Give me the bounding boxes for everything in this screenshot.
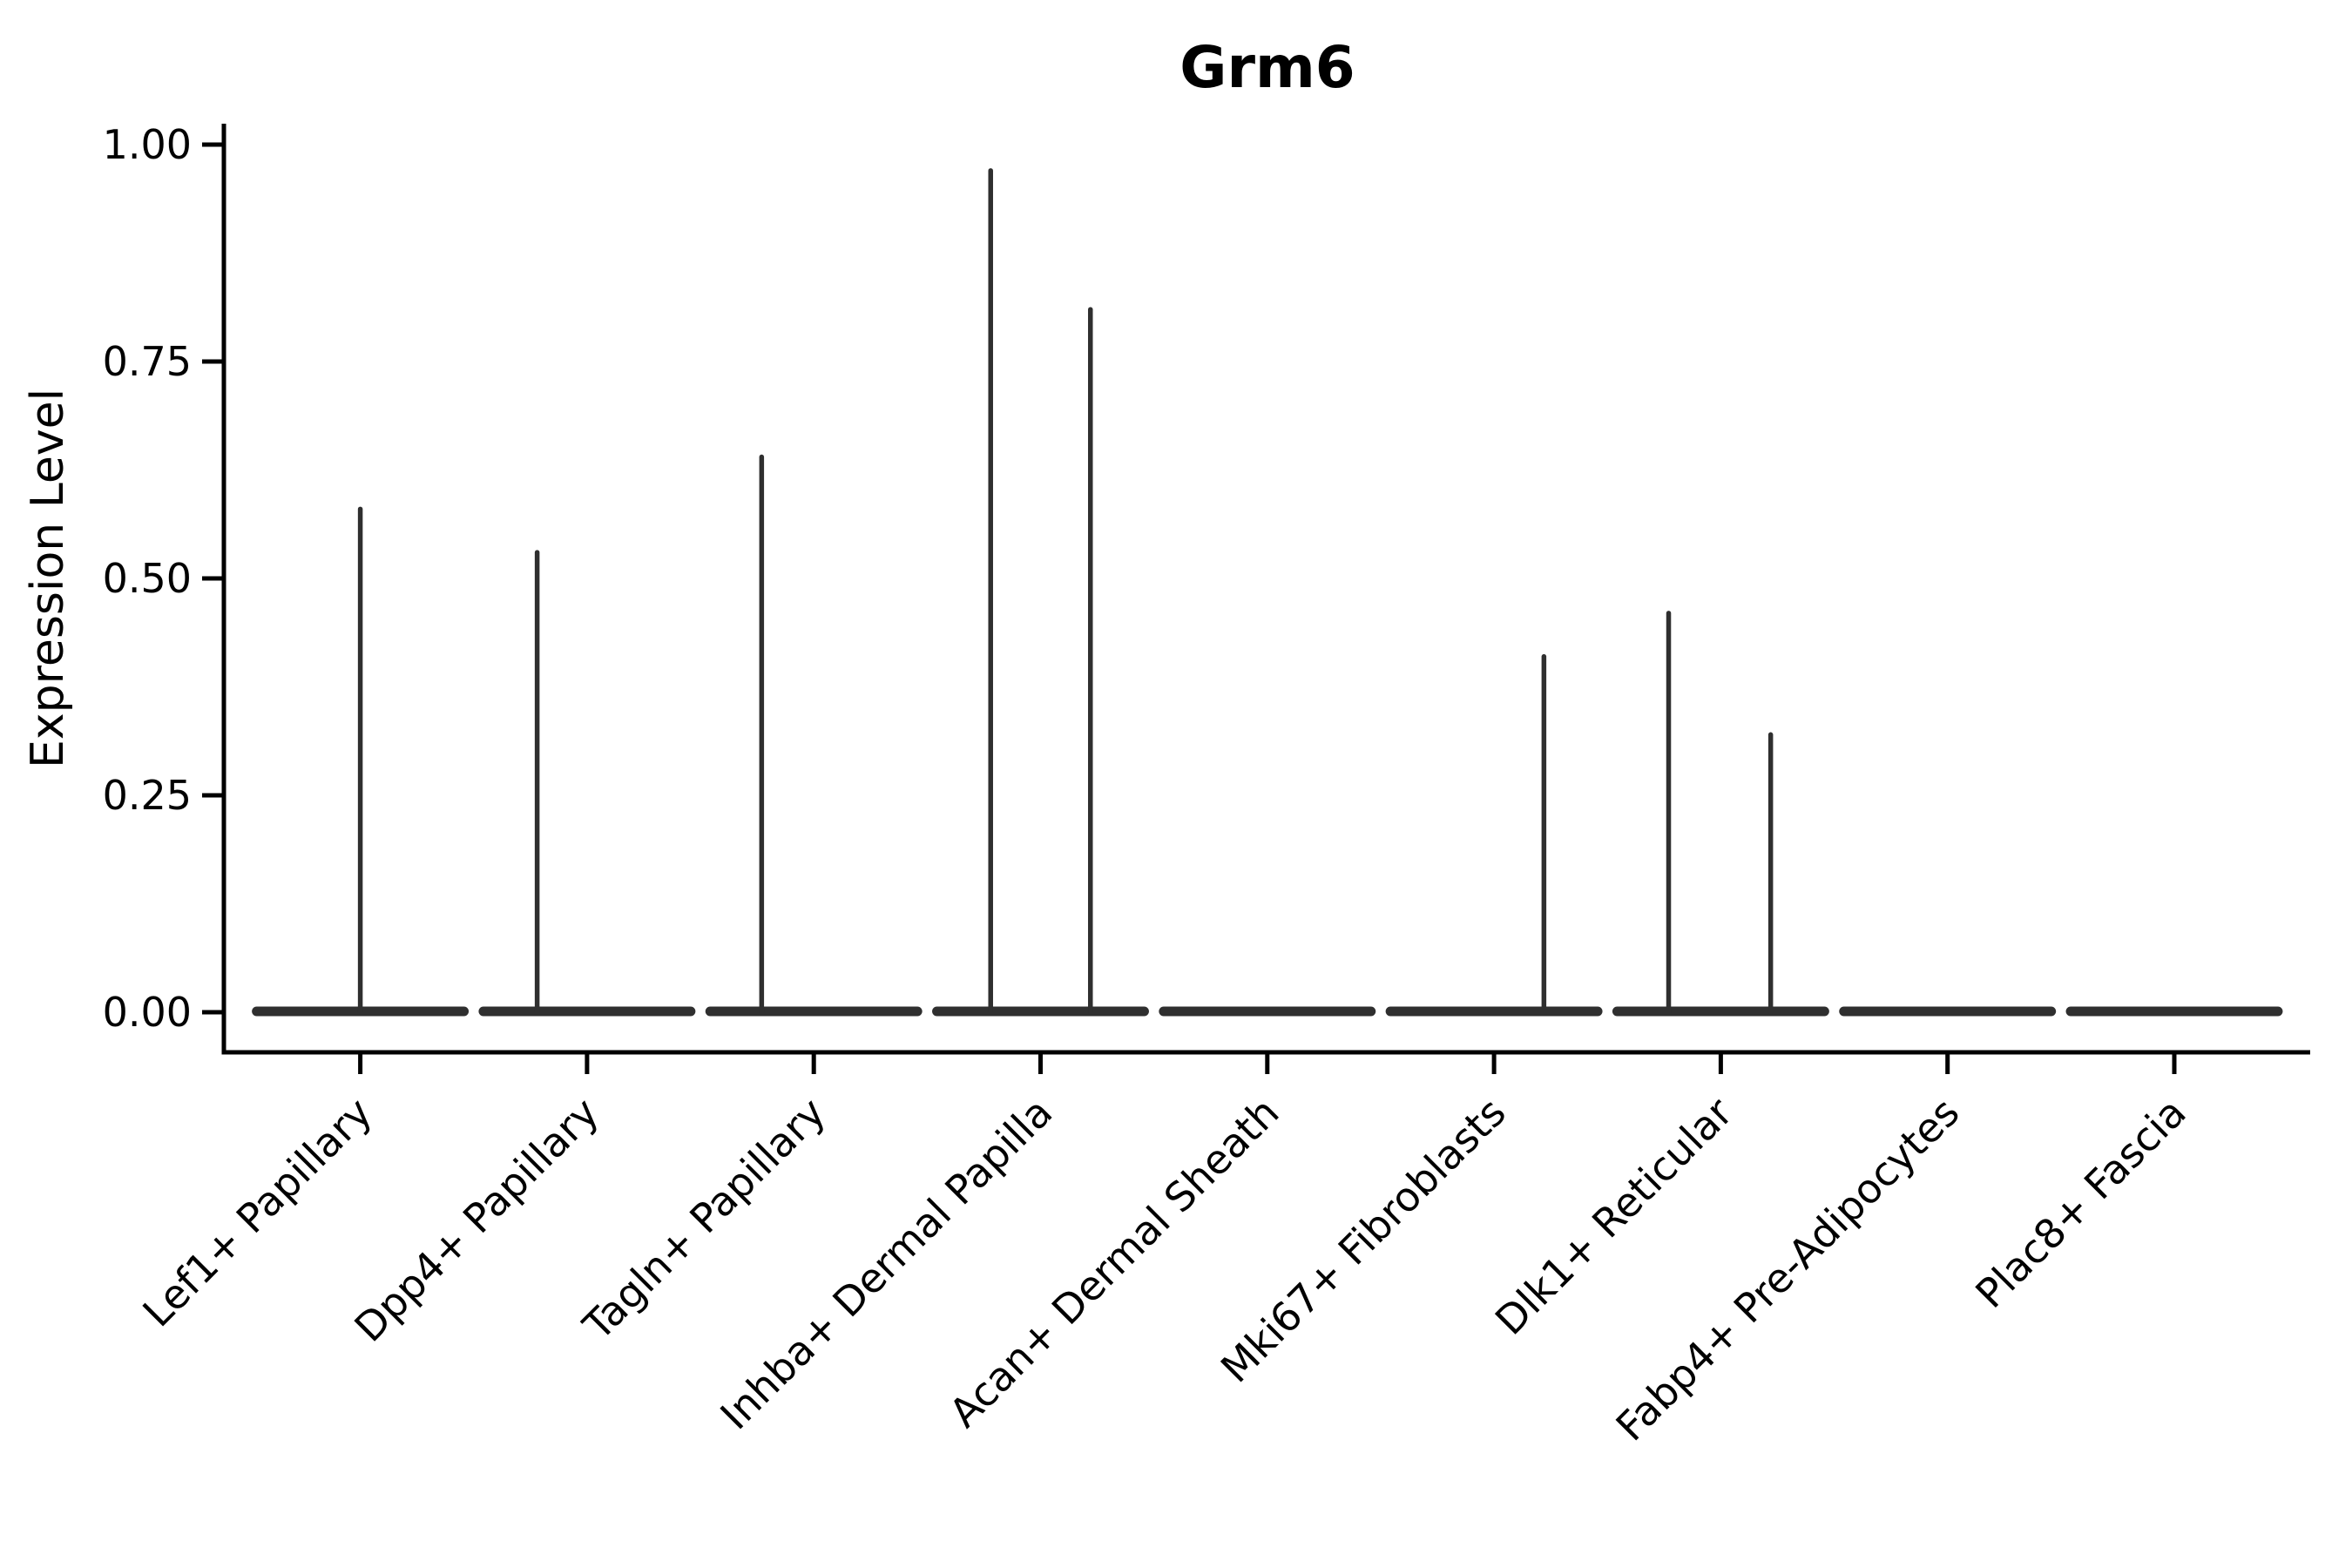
y-tick-label: 0.50 <box>103 555 192 602</box>
violin <box>1612 611 1829 1017</box>
y-tick-label: 1.00 <box>103 121 192 168</box>
violin <box>1385 653 1603 1017</box>
x-tick-label: Tagln+ Papillary <box>573 1089 835 1350</box>
violin <box>252 506 470 1017</box>
x-tick-label: Plac8+ Fascia <box>1966 1089 2194 1317</box>
x-tick-label: Lef1+ Papillary <box>133 1089 381 1336</box>
x-tick-label: Dlk1+ Reticular <box>1486 1089 1741 1344</box>
y-axis-title: Expression Level <box>22 389 74 768</box>
violin <box>932 168 1149 1017</box>
x-tick-label: Dpp4+ Papillary <box>345 1089 607 1351</box>
violin <box>705 454 923 1017</box>
y-tick-label: 0.00 <box>103 989 192 1036</box>
y-axis-ticks: 0.00 0.25 0.50 0.75 1.00 <box>103 121 224 1036</box>
chart-title: Grm6 <box>1179 34 1355 101</box>
y-tick-label: 0.75 <box>103 338 192 385</box>
y-tick-label: 0.25 <box>103 772 192 819</box>
violin <box>478 550 696 1017</box>
violins-layer <box>252 168 2283 1017</box>
